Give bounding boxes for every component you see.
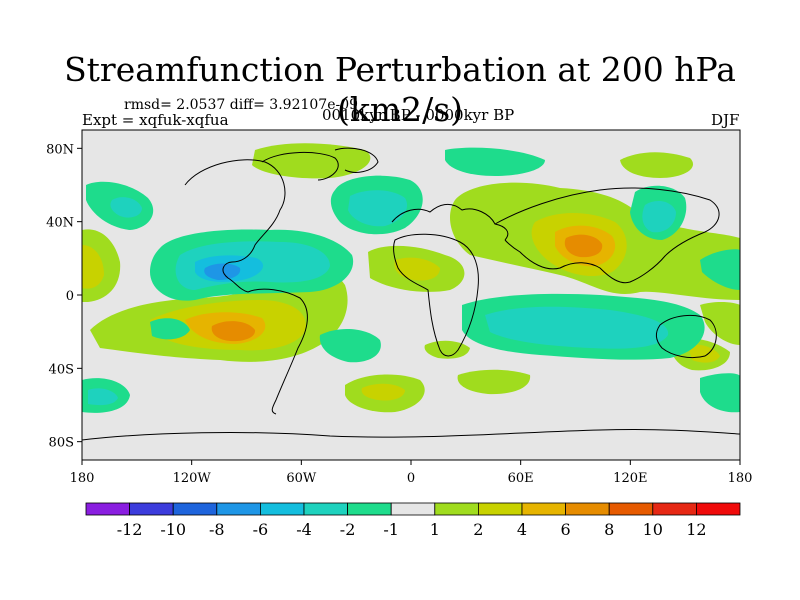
contour-natl-m6	[204, 263, 241, 280]
contour-arctic-2	[252, 143, 371, 179]
coast-north-america	[184, 159, 286, 293]
colorbar-swatch	[390, 502, 436, 516]
coast-asia	[494, 187, 720, 284]
lon-tick-label: 60E	[508, 471, 534, 486]
colorbar-swatch	[347, 502, 392, 516]
stats-text: rmsd= 2.0537 diff= 3.92107e-09	[124, 97, 359, 113]
contour-epac-m1	[700, 249, 740, 290]
contour-sio-m2	[485, 306, 669, 349]
contour-so-west2	[88, 388, 118, 406]
colorbar-label: -10	[160, 520, 186, 539]
colorbar-label: -8	[209, 520, 225, 539]
contour-arctic-m1	[445, 147, 545, 176]
colorbar-swatch	[259, 502, 305, 516]
coastlines	[82, 147, 740, 441]
coast-africa	[393, 233, 479, 357]
contour-nepac-m2	[110, 197, 142, 218]
contour-wpac-4	[82, 245, 104, 289]
contour-fill-layer	[82, 143, 740, 413]
colorbar-swatch	[652, 502, 697, 516]
lon-tick-label: 180	[70, 471, 95, 486]
contour-safr-2	[424, 340, 470, 359]
colorbar-label: 12	[686, 520, 706, 539]
colorbar-label: 10	[643, 520, 663, 539]
latitude-axis: 80N 40N 0 40S 80S	[46, 142, 82, 451]
lat-tick-label: 0	[66, 289, 74, 304]
colorbar-label: 8	[604, 520, 614, 539]
contour-so-small	[150, 318, 190, 340]
colorbar-label: 2	[473, 520, 483, 539]
colorbar-swatch	[608, 502, 654, 516]
lon-tick-label: 0	[407, 471, 415, 486]
colorbar-label: 1	[430, 520, 440, 539]
lat-tick-label: 80N	[46, 142, 74, 157]
colorbar-label: -2	[340, 520, 356, 539]
colorbar-label: 4	[517, 520, 527, 539]
colorbar-swatch	[696, 502, 741, 516]
contour-sind-2	[457, 369, 531, 395]
colorbar-swatch	[521, 502, 566, 516]
contour-so-east	[700, 373, 740, 413]
contour-nat-m2	[348, 190, 408, 227]
lat-tick-label: 80S	[49, 436, 74, 451]
contour-pacific-8	[211, 321, 256, 342]
colorbar: -12 -10 -8 -6 -4 -2 -1 1 2 4 6 8 10 12	[85, 502, 741, 539]
experiment-label: Expt = xqfuk-xqfua	[82, 111, 229, 129]
coast-south-america	[247, 288, 308, 415]
colorbar-label: -6	[253, 520, 269, 539]
colorbar-swatch	[434, 502, 479, 516]
contour-atlantic-4	[394, 257, 440, 281]
contour-japan-m2	[642, 200, 676, 233]
colorbar-swatch	[565, 502, 610, 516]
contour-spac-m1	[319, 328, 381, 363]
lon-tick-label: 60W	[286, 471, 317, 486]
colorbar-label: 6	[561, 520, 571, 539]
lat-tick-label: 40S	[49, 362, 74, 377]
colorbar-swatch	[216, 502, 261, 516]
coast-greenland-west	[261, 151, 339, 181]
lon-tick-label: 120W	[173, 471, 212, 486]
coast-greenland	[334, 147, 379, 173]
colorbar-swatch	[477, 502, 523, 516]
colorbar-label: -1	[383, 520, 399, 539]
lat-tick-label: 40N	[46, 216, 74, 231]
colorbar-swatch	[129, 502, 174, 516]
coast-antarctica	[82, 428, 740, 441]
contour-asia-8	[564, 234, 603, 258]
period-label: 0010kyr BP - 0000kyr BP	[322, 106, 515, 124]
colorbar-swatch	[172, 502, 218, 516]
colorbar-label: -12	[117, 520, 143, 539]
colorbar-label: -4	[296, 520, 312, 539]
contour-satl-4	[361, 383, 405, 401]
colorbar-swatch	[303, 502, 348, 516]
map-title: Streamfunction Perturbation at 200 hPa (…	[64, 50, 736, 129]
longitude-axis: 180 120W 60W 0 60E 120E 180	[70, 460, 753, 486]
contour-swpac-2	[700, 301, 740, 345]
season-label: DJF	[711, 111, 740, 129]
coast-australia	[656, 314, 717, 359]
contour-arctic-east	[620, 152, 694, 178]
colorbar-swatch	[85, 502, 130, 516]
lon-tick-label: 120E	[613, 471, 647, 486]
lon-tick-label: 180	[728, 471, 753, 486]
coast-europe	[391, 203, 509, 241]
